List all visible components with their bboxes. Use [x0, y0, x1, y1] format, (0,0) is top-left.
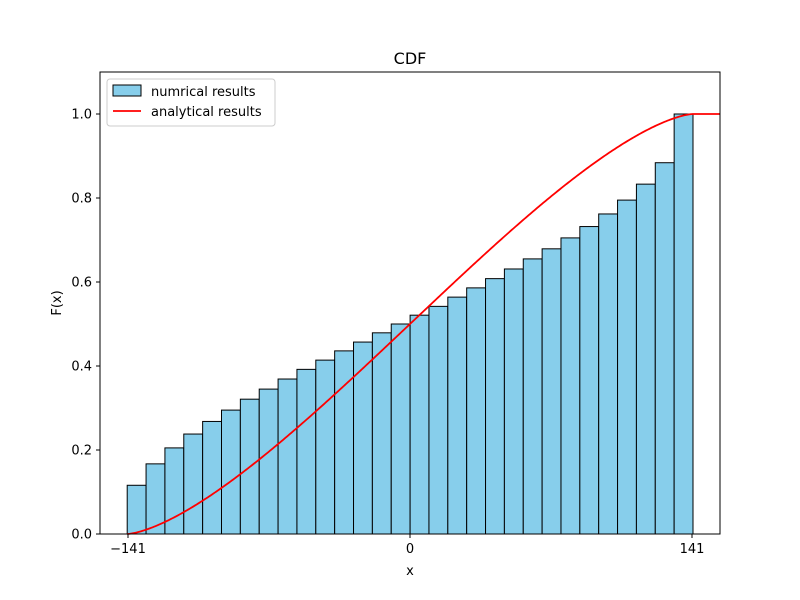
- y-tick-label: 0.8: [71, 192, 92, 207]
- histogram-bar: [390, 323, 411, 535]
- x-tick-label: 141: [680, 542, 705, 557]
- x-tick-label: 0: [406, 542, 414, 557]
- y-tick-label: 1.0: [71, 108, 92, 123]
- y-tick-label: 0.0: [71, 528, 92, 543]
- histogram-bar: [315, 359, 336, 535]
- histogram-bar: [334, 350, 355, 535]
- histogram-bar: [126, 484, 147, 535]
- histogram-bar: [635, 183, 656, 535]
- histogram-bar: [503, 268, 524, 535]
- histogram-bar: [353, 341, 373, 535]
- plot-area: [99, 71, 721, 535]
- histogram-bar: [541, 248, 562, 535]
- analytical-cdf-line: [127, 113, 720, 535]
- histogram-bar: [579, 226, 600, 535]
- histogram-bar: [183, 433, 204, 535]
- histogram-bar: [428, 305, 449, 535]
- histogram-bars: [126, 113, 694, 535]
- histogram-bar: [221, 409, 241, 535]
- x-axis-ticks: −141 0 141: [110, 534, 704, 557]
- legend-label-histogram: numrical results: [151, 85, 256, 100]
- histogram-bar: [485, 278, 505, 535]
- chart-title: CDF: [394, 49, 427, 68]
- histogram-bar: [654, 162, 675, 535]
- histogram-bar: [258, 388, 279, 535]
- histogram-bar: [617, 199, 637, 535]
- histogram-bar: [277, 378, 298, 535]
- y-axis-label: F(x): [50, 290, 65, 315]
- histogram-bar: [202, 420, 222, 535]
- histogram-bar: [296, 368, 317, 535]
- x-axis-label: x: [406, 564, 414, 579]
- legend: numrical results analytical results: [106, 78, 276, 127]
- histogram-bar: [466, 287, 487, 535]
- histogram-bar: [522, 258, 543, 535]
- histogram-bar: [447, 296, 468, 535]
- histogram-bar: [409, 314, 430, 535]
- y-axis-ticks: 0.0 0.2 0.4 0.6 0.8 1.0: [71, 108, 100, 543]
- legend-swatch-histogram: [112, 84, 142, 97]
- legend-box: [106, 78, 276, 127]
- y-tick-label: 0.4: [71, 360, 92, 375]
- histogram-bar: [598, 213, 619, 535]
- histogram-bar: [560, 237, 581, 535]
- histogram-bar: [371, 332, 392, 535]
- legend-label-line: analytical results: [151, 105, 262, 120]
- y-tick-label: 0.2: [71, 444, 92, 459]
- y-tick-label: 0.6: [71, 276, 92, 291]
- histogram-bar: [673, 113, 694, 535]
- x-tick-label: −141: [110, 542, 146, 557]
